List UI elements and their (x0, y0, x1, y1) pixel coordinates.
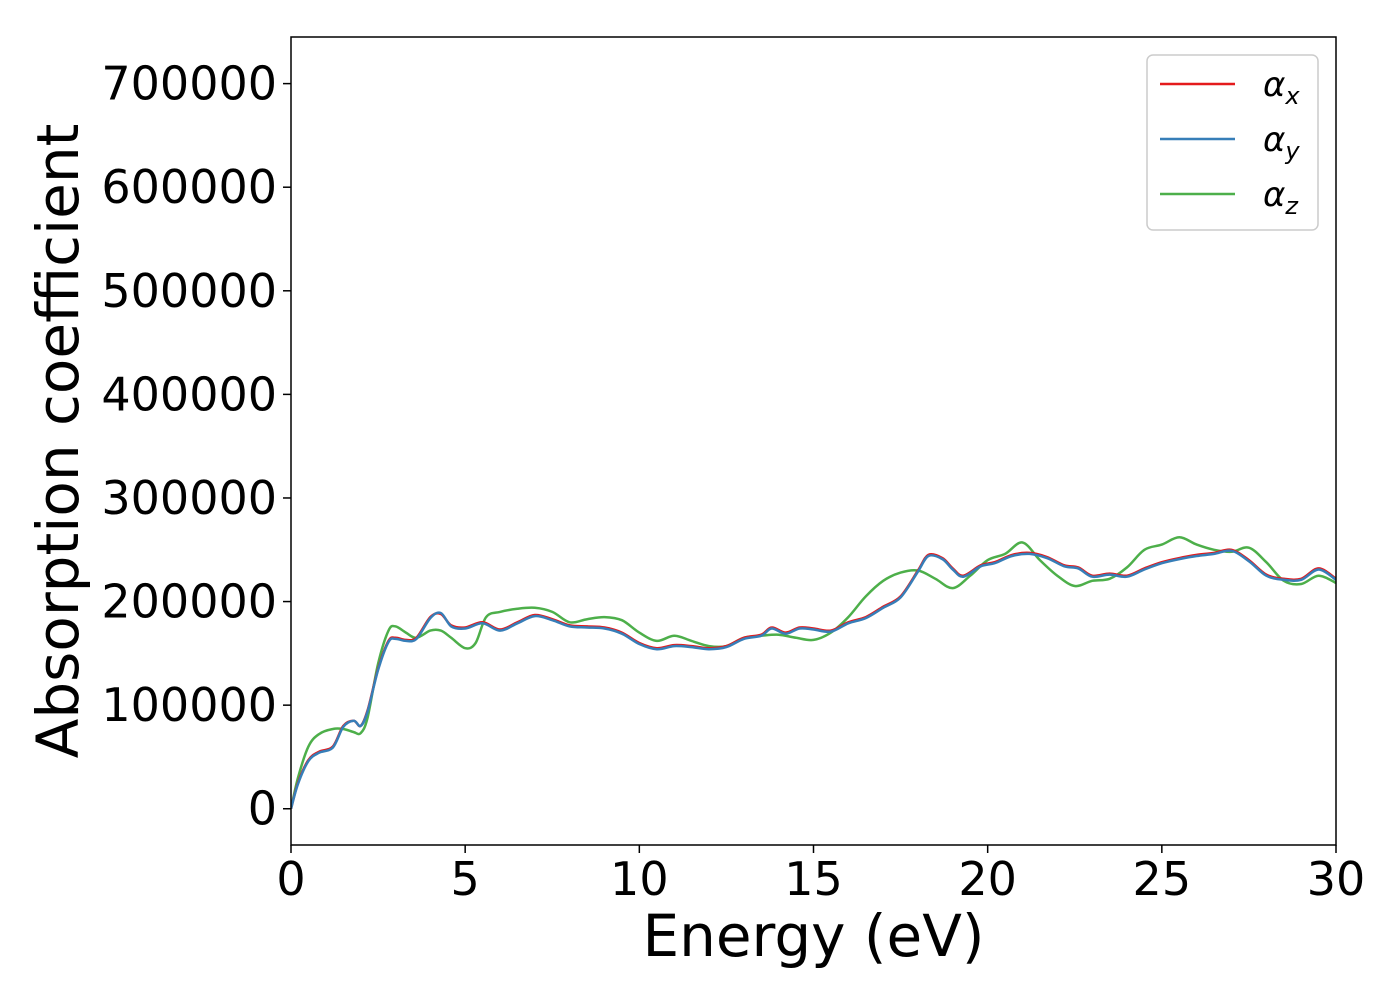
y-tick-label: 500000 (101, 264, 277, 318)
x-tick-label: 20 (958, 852, 1017, 906)
y-axis-ticks: 0 100000 200000 300000 400000 500000 600000 700… (101, 57, 291, 836)
legend-label-alpha-x: αx (1263, 65, 1300, 110)
series-layer (291, 536, 1336, 810)
y-axis-title: Absorption coefficient (24, 124, 92, 759)
y-tick-label: 400000 (101, 367, 277, 421)
legend-label-alpha-z: αz (1263, 175, 1299, 220)
x-tick-label: 10 (610, 852, 669, 906)
series-line-alpha-y (291, 549, 1336, 810)
y-tick-label: 200000 (101, 575, 277, 629)
series-line-alpha-x (291, 548, 1336, 810)
y-tick-label: 300000 (101, 471, 277, 525)
legend: αx αy αz (1146, 54, 1319, 231)
legend-box (1146, 54, 1319, 231)
y-tick-label: 700000 (101, 57, 277, 111)
x-axis-ticks: 0 5 10 15 20 25 30 (276, 845, 1365, 906)
y-tick-label: 600000 (101, 160, 277, 214)
series-line-alpha-z (291, 536, 1336, 809)
x-tick-label: 30 (1307, 852, 1366, 906)
x-tick-label: 15 (784, 852, 843, 906)
y-tick-label: 100000 (101, 678, 277, 732)
x-axis-title: Energy (eV) (642, 902, 984, 970)
x-tick-label: 25 (1133, 852, 1192, 906)
y-tick-label: 0 (248, 782, 277, 836)
x-tick-label: 5 (451, 852, 480, 906)
legend-label-alpha-y: αy (1263, 120, 1300, 165)
x-tick-label: 0 (276, 852, 305, 906)
